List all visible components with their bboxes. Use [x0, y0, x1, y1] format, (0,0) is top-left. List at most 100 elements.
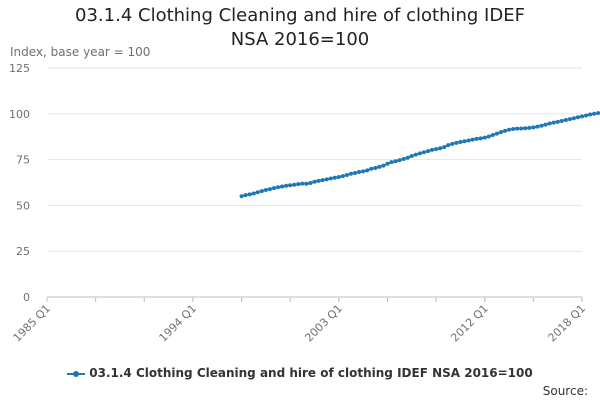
data-point [401, 157, 406, 162]
data-point [361, 169, 366, 174]
data-point [344, 172, 349, 177]
data-point [280, 184, 285, 189]
y-tick-label: 50 [16, 199, 30, 212]
x-tick-label: 2003 Q1 [302, 302, 345, 345]
data-point [304, 181, 309, 186]
data-point [466, 138, 471, 143]
data-point [555, 119, 560, 124]
data-point [519, 126, 524, 131]
legend-label: 03.1.4 Clothing Cleaning and hire of clo… [89, 366, 533, 380]
line-chart: 0 25 50 75 100 125 1985 Q1 1994 Q1 2003 Q1 2012 … [9, 62, 600, 345]
data-point [474, 136, 479, 141]
data-point [365, 168, 370, 173]
y-tick-label: 25 [16, 245, 30, 258]
data-point [535, 124, 540, 129]
data-point [369, 166, 374, 171]
data-point [559, 118, 564, 123]
data-point [421, 150, 426, 155]
data-point [486, 134, 491, 139]
x-tick-label: 1994 Q1 [156, 302, 199, 345]
data-point [434, 147, 439, 152]
source-label: Source: [542, 384, 588, 398]
data-point [389, 160, 394, 165]
y-tick-label: 125 [9, 62, 30, 75]
data-point [328, 176, 333, 181]
data-point [259, 189, 264, 194]
data-point [340, 174, 345, 179]
data-point [450, 141, 455, 146]
data-point [251, 191, 256, 196]
y-axis-label: Index, base year = 100 [10, 45, 151, 59]
data-point [543, 122, 548, 127]
data-point [430, 147, 435, 152]
data-point [316, 178, 321, 183]
data-point [263, 188, 268, 193]
data-point [292, 182, 297, 187]
data-point [511, 127, 516, 132]
data-point [288, 183, 293, 188]
x-tick-label: 1985 Q1 [11, 302, 54, 345]
data-point [243, 193, 248, 198]
data-point [425, 149, 430, 154]
data-point [397, 158, 402, 163]
data-point [373, 166, 378, 171]
x-tick-label: 2018 Q1 [546, 302, 589, 345]
data-point [531, 125, 536, 130]
data-point [454, 140, 459, 145]
data-point [300, 181, 305, 186]
data-point [381, 163, 386, 168]
data-point [308, 181, 313, 186]
data-point [405, 155, 410, 160]
data-point [482, 135, 487, 140]
data-point [255, 190, 260, 195]
data-point [353, 170, 358, 175]
data-point [393, 159, 398, 164]
data-point [442, 145, 447, 150]
series-line [241, 111, 600, 198]
data-point [385, 161, 390, 166]
y-tick-label: 75 [16, 154, 30, 167]
x-tick-label: 2012 Q1 [448, 302, 491, 345]
y-tick-label: 100 [9, 108, 30, 121]
data-point [458, 140, 463, 145]
data-point [470, 137, 475, 142]
data-point [276, 185, 281, 190]
data-point [494, 131, 499, 136]
data-point [446, 143, 451, 148]
data-point [515, 126, 520, 131]
data-point [417, 151, 422, 156]
data-point [551, 120, 556, 125]
gridlines [47, 67, 582, 298]
legend: 03.1.4 Clothing Cleaning and hire of clo… [0, 366, 600, 380]
data-point [336, 175, 341, 179]
data-point [490, 133, 495, 138]
data-point [320, 178, 325, 183]
data-point [462, 139, 467, 144]
data-point [527, 125, 532, 130]
data-point [596, 111, 600, 116]
data-point [575, 115, 580, 120]
data-point [239, 194, 244, 199]
data-point [567, 117, 572, 122]
x-ticks: 1985 Q1 1994 Q1 2003 Q1 2012 Q1 2018 Q1 [11, 302, 589, 345]
data-point [296, 182, 301, 187]
data-point [502, 128, 507, 133]
data-point [523, 126, 528, 131]
data-point [547, 121, 552, 126]
data-point [377, 164, 382, 169]
data-point [284, 183, 289, 188]
data-point [267, 187, 272, 192]
data-point [563, 118, 568, 123]
data-point [332, 175, 337, 180]
data-point [348, 171, 353, 176]
series-points [239, 111, 600, 199]
data-point [571, 116, 576, 121]
data-point [478, 136, 483, 141]
legend-swatch [67, 369, 86, 379]
y-tick-label: 0 [23, 291, 30, 304]
data-point [580, 114, 584, 119]
data-point [507, 127, 512, 132]
data-point [539, 123, 544, 128]
y-ticks: 0 25 50 75 100 125 [9, 62, 30, 304]
data-point [357, 170, 362, 175]
